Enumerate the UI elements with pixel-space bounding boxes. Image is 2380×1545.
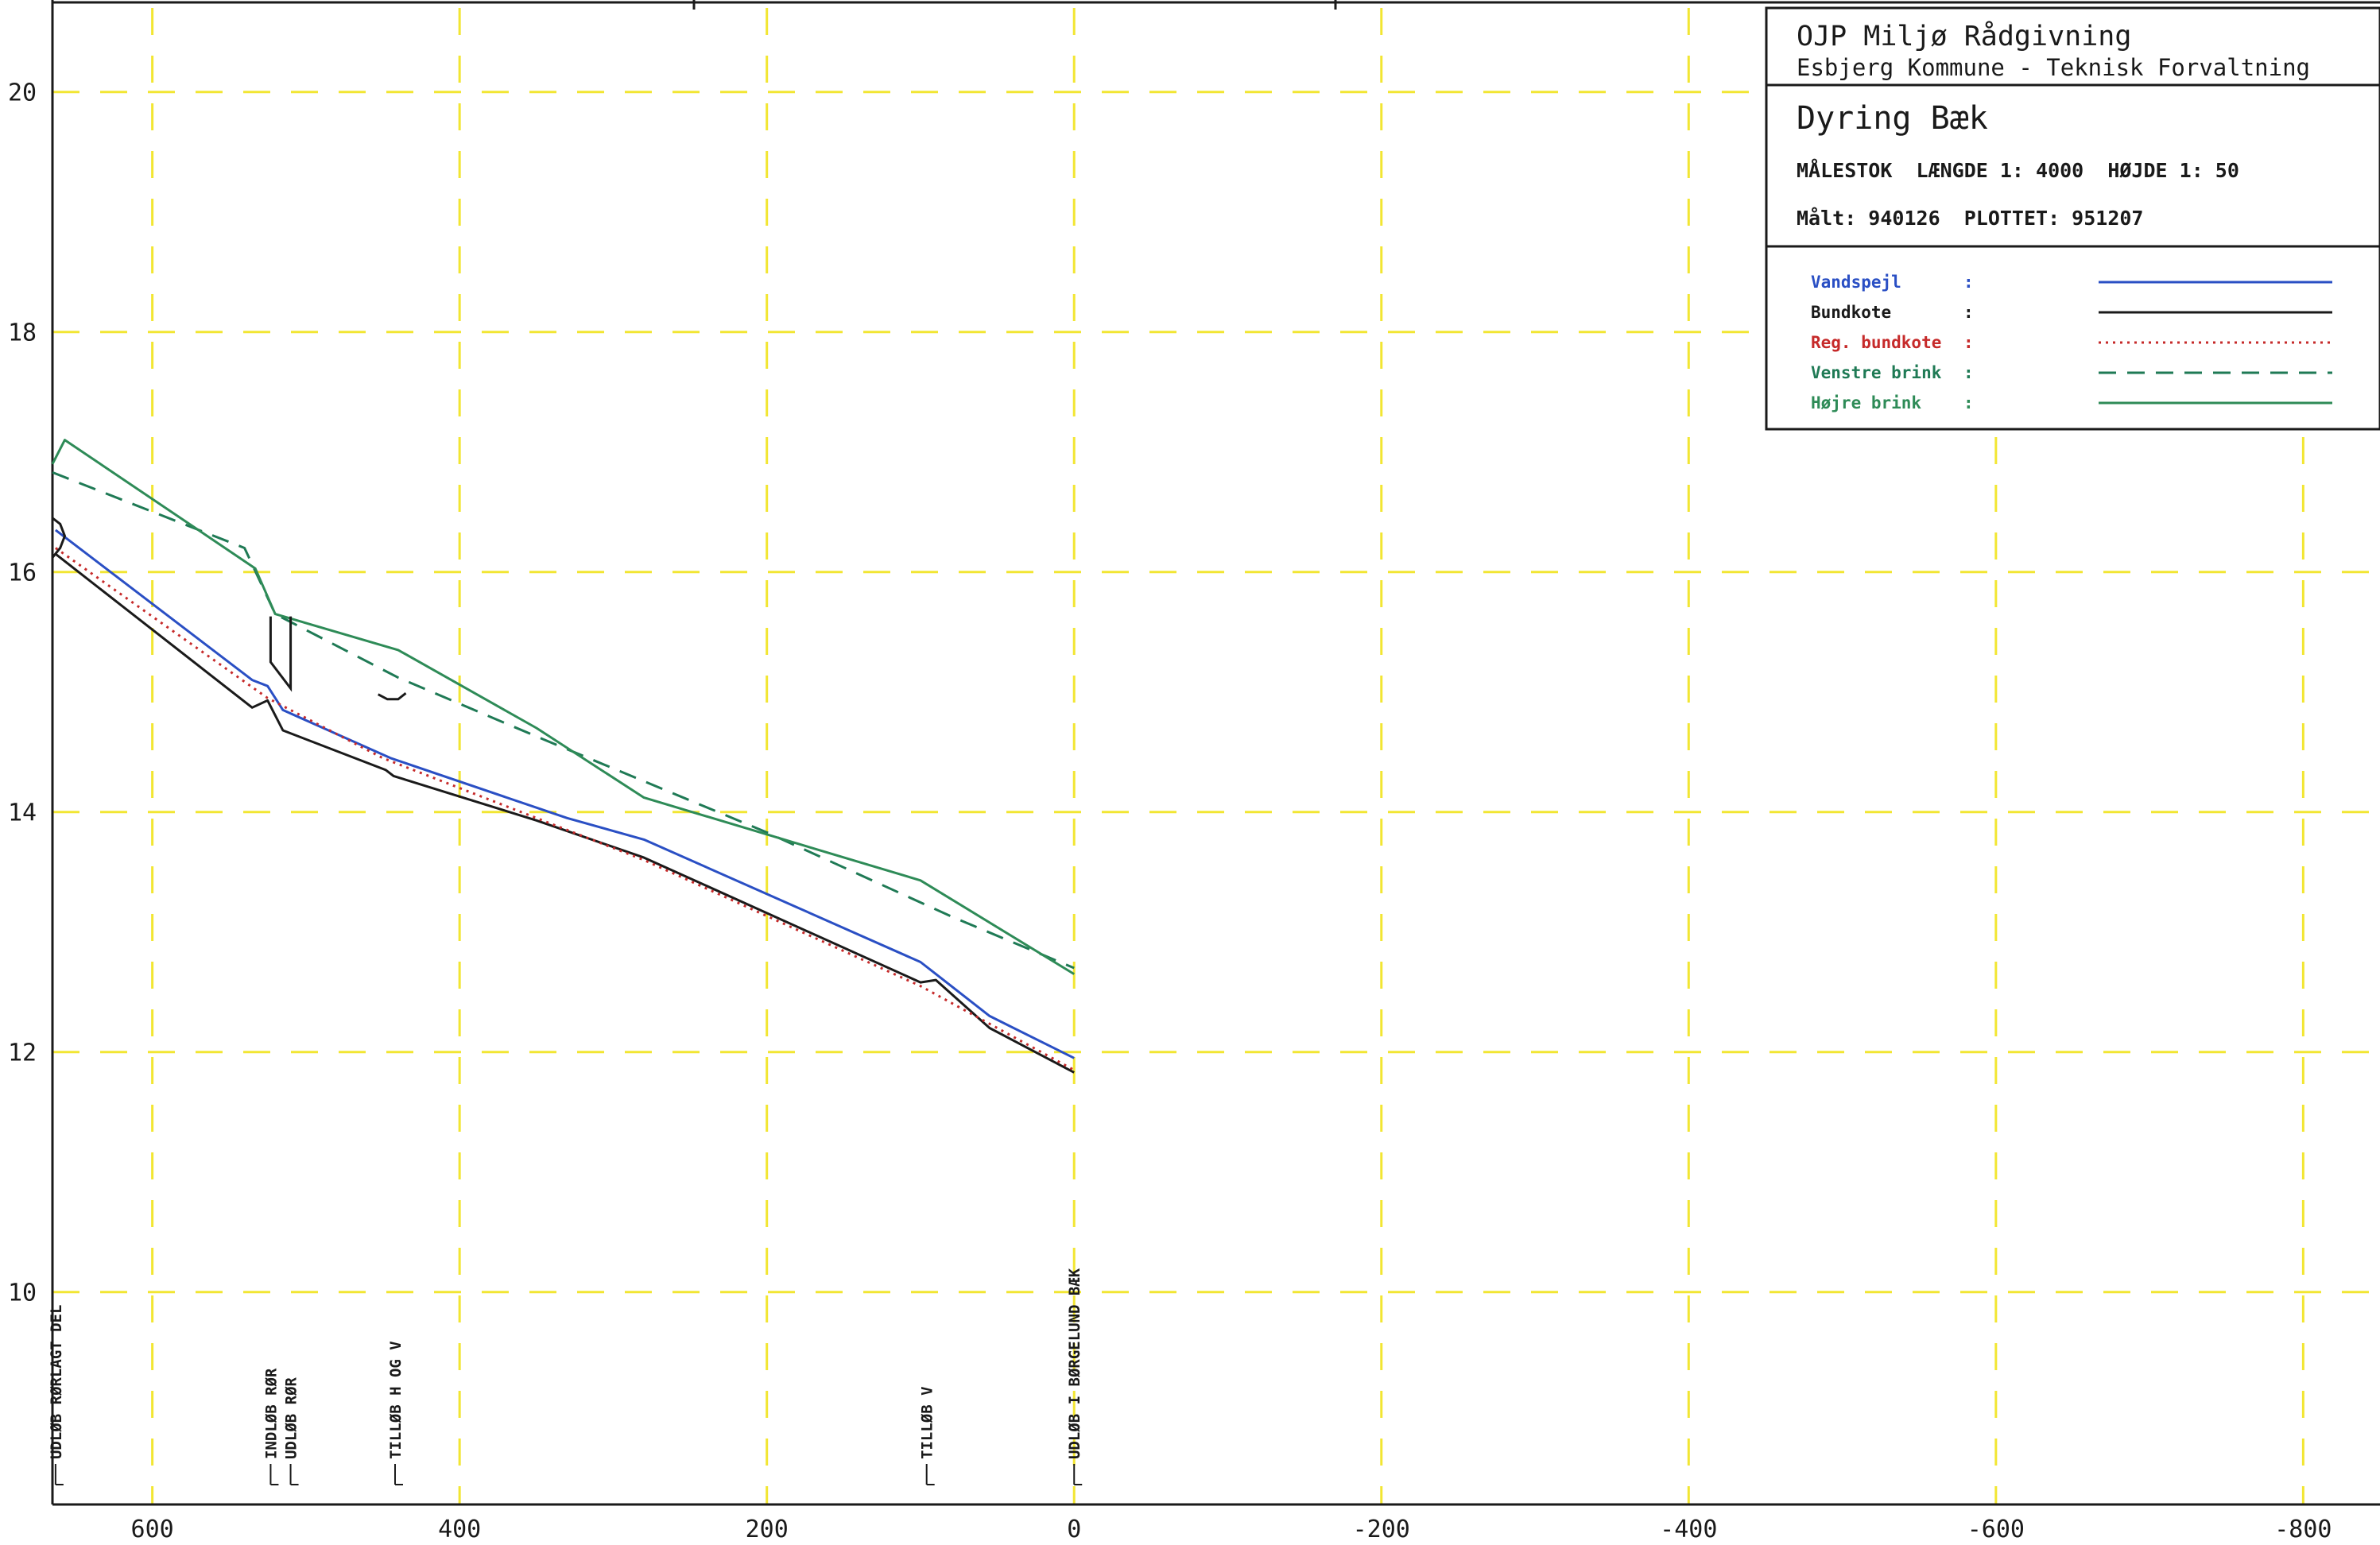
plot-frame [51,0,2380,1506]
station-markers: UDLØB RØRLAGT DEL INDLØB RØR UDLØB RØR TILL… [48,1268,1083,1485]
x-tick-label: 200 [746,1516,789,1543]
station-label: UDLØB RØRLAGT DEL [48,1305,65,1459]
series-line-bundkote [54,552,1075,1074]
profile-series [51,439,1075,1074]
y-tick-label: 16 [8,560,37,587]
pipe-outlet-profile [269,616,293,692]
legend-separator: : [1963,303,1974,322]
x-tick-label: -800 [2274,1516,2332,1543]
legend-separator: : [1963,333,1974,352]
legend-label: Venstre brink [1811,363,1942,382]
series-line-vandspejl [54,529,1075,1059]
station-label: UDLØB RØR [283,1377,300,1459]
x-tick-label: -600 [1967,1516,2025,1543]
series-line-reg-bundkote [55,547,1075,1071]
legend-label: Reg. bundkote [1811,333,1941,352]
culvert-profile [51,517,67,559]
legend-label: Vandspejl [1811,273,1901,292]
station-label: TILLØB H OG V [387,1341,405,1459]
grid [52,8,2380,1504]
y-tick-label: 10 [8,1280,37,1307]
station-label: TILLØB V [919,1386,936,1459]
x-tick-label: -200 [1353,1516,1410,1543]
y-tick-label: 12 [8,1040,37,1067]
dates-line: Målt: 940126 PLOTTET: 951207 [1797,207,2144,230]
company-name: OJP Miljø Rådgivning [1797,20,2131,52]
x-tick-label: -400 [1660,1516,1717,1543]
legend-separator: : [1963,273,1974,292]
x-tick-label: 600 [131,1516,174,1543]
axis-tick-labels: 600 400 200 0 -200 -400 -600 -800 10 12 14 16 18 20 [8,79,2332,1543]
scale-line: MÅLESTOK LÆNGDE 1: 4000 HØJDE 1: 50 [1797,159,2239,182]
y-tick-label: 20 [8,79,37,107]
drawing-title: Dyring Bæk [1797,100,1988,137]
y-tick-label: 14 [8,800,37,827]
series-line-venstre-brink [52,471,1075,970]
title-block-frame [1765,6,2380,431]
bed-dip-profile [378,692,407,701]
station-label: UDLØB I BØRGELUND BÆK [1066,1268,1083,1459]
legend-label: Bundkote [1811,303,1891,322]
series-line-højre-brink [51,439,1075,975]
client-name: Esbjerg Kommune - Teknisk Forvaltning [1797,54,2310,81]
legend-separator: : [1963,393,1974,412]
title-block: OJP Miljø Rådgivning Esbjerg Kommune - T… [1765,6,2380,431]
station-label: INDLØB RØR [262,1368,280,1459]
x-tick-label: 400 [438,1516,481,1543]
legend-label: Højre brink [1811,393,1921,412]
x-tick-label: 0 [1067,1516,1081,1543]
y-tick-label: 18 [8,319,37,347]
legend-separator: : [1963,363,1974,382]
legend: Vandspejl: Bundkote: Reg. bundkote: Venstre… [1811,273,2332,412]
